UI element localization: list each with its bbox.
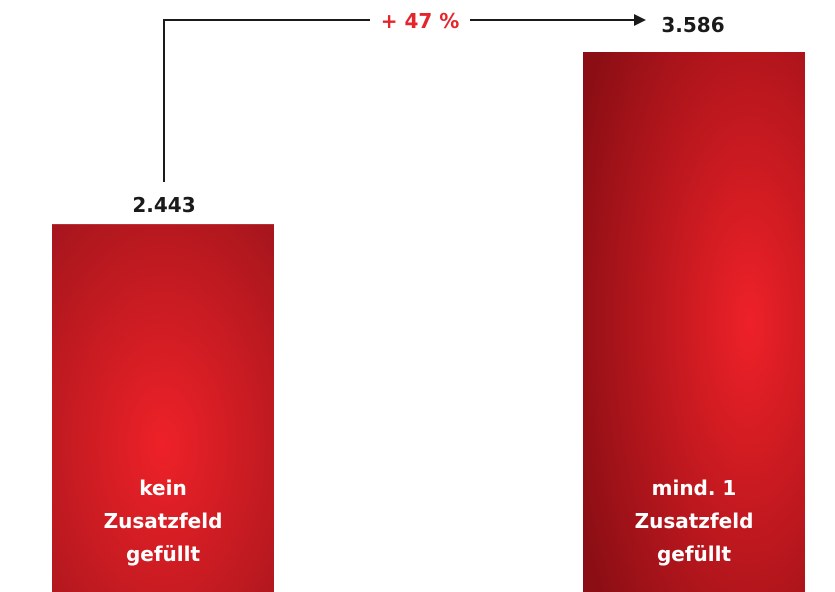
labels-layer: 2.443 kein Zusatzfeld gefüllt 3.586 mind. 1 Zu… bbox=[104, 13, 754, 566]
category-label-1-line-0: mind. 1 bbox=[652, 476, 737, 500]
category-label-0-line-0: kein bbox=[139, 476, 186, 500]
arrow-head bbox=[634, 14, 646, 26]
bar-1 bbox=[583, 52, 805, 592]
category-label-1-line-1: Zusatzfeld bbox=[635, 509, 754, 533]
value-label-0: 2.443 bbox=[132, 193, 195, 217]
category-label-0-line-2: gefüllt bbox=[126, 542, 201, 566]
category-label-0-line-1: Zusatzfeld bbox=[104, 509, 223, 533]
bar-0 bbox=[52, 224, 274, 592]
bars-layer bbox=[52, 52, 805, 592]
category-label-1-line-2: gefüllt bbox=[657, 542, 732, 566]
change-arrow-line bbox=[163, 19, 636, 182]
value-label-1: 3.586 bbox=[661, 13, 724, 37]
change-label: + 47 % bbox=[381, 9, 460, 33]
change-annotation: + 47 % bbox=[163, 9, 646, 182]
